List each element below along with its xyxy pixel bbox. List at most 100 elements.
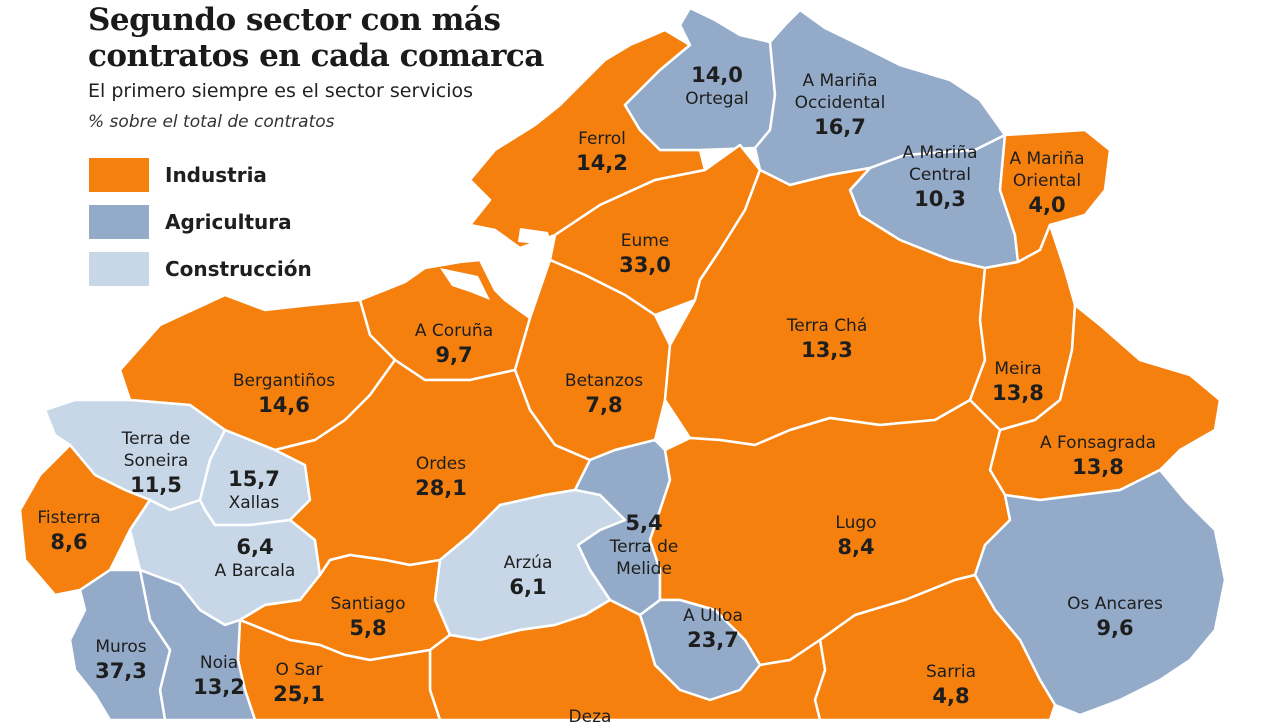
legend-item-industria: Industria <box>89 158 312 192</box>
value-xallas: 15,7 <box>228 467 280 491</box>
value-marina-oriental: 4,0 <box>1028 193 1066 217</box>
label-betanzos: Betanzos 7,8 <box>565 370 643 418</box>
legend-label-agricultura: Agricultura <box>165 210 292 234</box>
name-marina-oriental: A Mariña Oriental <box>1009 149 1085 191</box>
region-fisterra <box>18 443 152 597</box>
name-o-sar: O Sar <box>275 660 323 680</box>
label-ferrol: Ferrol 14,2 <box>576 128 628 176</box>
value-coruna: 9,7 <box>435 343 473 367</box>
name-barcala: A Barcala <box>214 561 296 581</box>
value-terra-soneira: 11,5 <box>130 473 182 497</box>
region-deza <box>428 598 827 720</box>
label-xallas: 15,7 Xallas <box>228 466 280 514</box>
estuaries <box>440 228 552 300</box>
value-santiago: 5,8 <box>349 616 387 640</box>
legend: Industria Agricultura Construcción <box>89 158 312 299</box>
name-ferrol: Ferrol <box>578 129 626 149</box>
value-ancares: 9,6 <box>1096 616 1134 640</box>
value-terra-cha: 13,3 <box>801 338 853 362</box>
name-ordes: Ordes <box>415 454 467 474</box>
name-deza: Deza <box>568 707 612 727</box>
name-noia: Noia <box>199 653 239 673</box>
header: Segundo sector con más contratos en cada… <box>88 2 544 132</box>
name-terra-soneira: Terra de Soneira <box>121 429 191 471</box>
name-terra-melide: Terra de Melide <box>609 537 679 579</box>
value-ordes: 28,1 <box>415 476 467 500</box>
subtitle: El primero siempre es el sector servicio… <box>88 80 474 102</box>
label-marina-oriental: A Mariña Oriental 4,0 <box>992 148 1102 218</box>
value-sarria: 4,8 <box>932 684 970 708</box>
label-coruna: A Coruña 9,7 <box>415 320 493 368</box>
label-eume: Eume 33,0 <box>619 230 671 278</box>
legend-item-construccion: Construcción <box>89 252 312 286</box>
label-terra-melide: 5,4 Terra de Melide <box>594 510 694 580</box>
legend-swatch-agricultura <box>89 205 149 239</box>
label-fonsagrada: A Fonsagrada 13,8 <box>1040 432 1156 480</box>
name-bergantinos: Bergantiños <box>232 371 336 391</box>
name-terra-cha: Terra Chá <box>786 316 868 336</box>
name-lugo: Lugo <box>835 513 877 533</box>
label-ortegal: 14,0 Ortegal <box>685 62 748 110</box>
value-meira: 13,8 <box>992 381 1044 405</box>
name-muros: Muros <box>95 637 147 657</box>
label-bergantinos: Bergantiños 14,6 <box>233 370 335 418</box>
legend-swatch-industria <box>89 158 149 192</box>
label-marina-occidental: A Mariña Occidental 16,7 <box>770 70 910 140</box>
label-muros: Muros 37,3 <box>95 636 147 684</box>
value-marina-occidental: 16,7 <box>814 115 866 139</box>
value-barcala: 6,4 <box>236 535 274 559</box>
label-terra-soneira: Terra de Soneira 11,5 <box>106 428 206 498</box>
name-santiago: Santiago <box>330 594 406 614</box>
value-marina-central: 10,3 <box>914 187 966 211</box>
title-line-2: contratos en cada comarca <box>88 38 544 74</box>
label-ancares: Os Ancares 9,6 <box>1067 593 1163 641</box>
name-xallas: Xallas <box>228 493 280 513</box>
label-terra-cha: Terra Chá 13,3 <box>787 315 868 363</box>
label-noia: Noia 13,2 <box>193 652 245 700</box>
value-betanzos: 7,8 <box>585 393 623 417</box>
value-ulloa: 23,7 <box>687 628 739 652</box>
estuary-coruna <box>440 268 490 300</box>
value-bergantinos: 14,6 <box>258 393 310 417</box>
value-fisterra: 8,6 <box>50 530 88 554</box>
value-noia: 13,2 <box>193 675 245 699</box>
label-meira: Meira 13,8 <box>992 358 1044 406</box>
value-eume: 33,0 <box>619 253 671 277</box>
legend-swatch-construccion <box>89 252 149 286</box>
name-arzua: Arzúa <box>503 553 553 573</box>
value-lugo: 8,4 <box>837 535 875 559</box>
name-marina-central: A Mariña Central <box>902 143 978 185</box>
name-eume: Eume <box>620 231 670 251</box>
name-meira: Meira <box>994 359 1042 379</box>
region-muros <box>68 568 172 720</box>
estuary-ferrol <box>518 228 552 248</box>
legend-label-industria: Industria <box>165 163 267 187</box>
value-muros: 37,3 <box>95 659 147 683</box>
name-fisterra: Fisterra <box>37 508 101 528</box>
title-line-1: Segundo sector con más <box>88 2 501 38</box>
legend-item-agricultura: Agricultura <box>89 205 312 239</box>
name-ancares: Os Ancares <box>1067 594 1163 614</box>
label-fisterra: Fisterra 8,6 <box>37 507 100 555</box>
name-ulloa: A Ulloa <box>683 606 743 626</box>
label-lugo: Lugo 8,4 <box>835 512 876 560</box>
label-deza: Deza <box>569 706 612 728</box>
legend-label-construccion: Construcción <box>165 257 312 281</box>
name-fonsagrada: A Fonsagrada <box>1039 433 1157 453</box>
label-ordes: Ordes 28,1 <box>415 453 467 501</box>
value-fonsagrada: 13,8 <box>1072 455 1124 479</box>
value-ferrol: 14,2 <box>576 151 628 175</box>
name-ortegal: Ortegal <box>685 89 749 109</box>
label-arzua: Arzúa 6,1 <box>504 552 553 600</box>
name-marina-occidental: A Mariña Occidental <box>794 71 886 113</box>
label-o-sar: O Sar 25,1 <box>273 659 325 707</box>
label-barcala: 6,4 A Barcala <box>215 534 296 582</box>
value-ortegal: 14,0 <box>691 63 743 87</box>
value-terra-melide: 5,4 <box>625 511 663 535</box>
value-o-sar: 25,1 <box>273 682 325 706</box>
value-arzua: 6,1 <box>509 575 547 599</box>
label-sarria: Sarria 4,8 <box>926 661 976 709</box>
name-sarria: Sarria <box>925 662 977 682</box>
name-coruna: A Coruña <box>414 321 494 341</box>
